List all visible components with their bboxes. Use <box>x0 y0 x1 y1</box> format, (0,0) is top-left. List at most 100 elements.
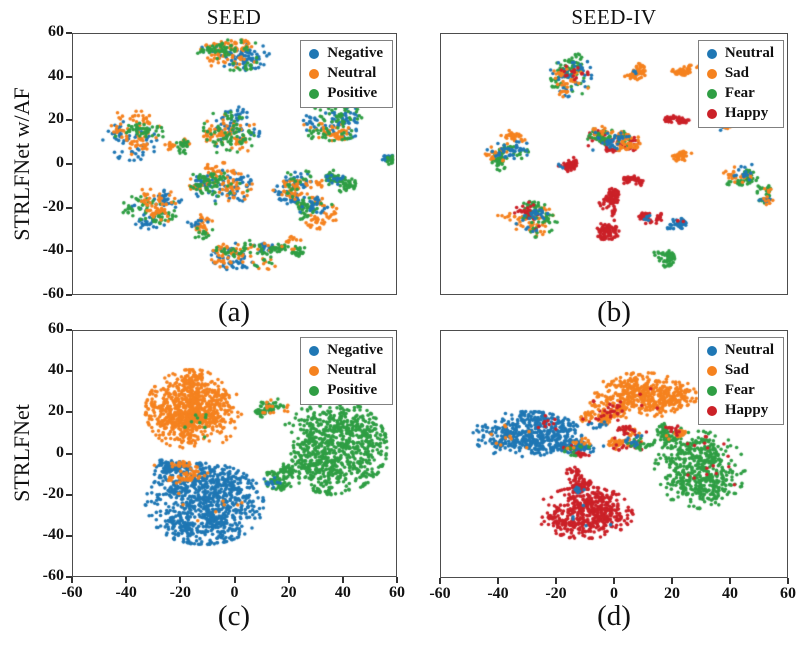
legend-marker-icon <box>706 88 717 99</box>
y-tick-label: 40 <box>48 361 64 379</box>
x-tick-mark <box>233 577 236 583</box>
x-tick-mark <box>71 577 73 583</box>
x-tick-label: -20 <box>545 585 567 602</box>
y-tick-label: -20 <box>42 197 64 215</box>
y-tick-label: -20 <box>42 484 64 502</box>
legend-label: Happy <box>724 105 769 121</box>
y-tick-label: -60 <box>42 567 64 584</box>
x-tick-mark <box>396 577 398 583</box>
legend-label: Neutral <box>327 362 377 378</box>
scatter-panel-b: Neutral Sad Fear Happy <box>440 33 788 295</box>
column-title-seed: SEED <box>206 5 262 29</box>
y-tick-mark <box>66 370 72 373</box>
legend-entry: Negative <box>309 341 383 360</box>
legend-label: Fear <box>724 382 755 398</box>
scatter-panel-d: Neutral Sad Fear Happy <box>440 330 788 578</box>
x-tick-label: 20 <box>664 585 680 602</box>
legend-entry: Positive <box>309 381 383 400</box>
legend-entry: Fear <box>706 381 774 400</box>
y-tick-label: 60 <box>48 320 64 337</box>
legend-marker-icon <box>706 48 717 59</box>
x-tick-label: -40 <box>115 584 137 601</box>
legend-marker-icon <box>309 345 320 356</box>
y-tick-label: 60 <box>48 23 64 40</box>
legend-entry: Happy <box>706 104 774 123</box>
x-tick-label: 20 <box>280 584 297 601</box>
legend-entry: Negative <box>309 44 383 63</box>
legend-entry: Happy <box>706 401 774 420</box>
legend-label: Sad <box>724 362 750 378</box>
x-tick-mark <box>671 578 673 584</box>
legend-label: Neutral <box>724 45 774 61</box>
legend-label: Neutral <box>327 65 377 81</box>
x-tick-label: -60 <box>61 584 83 601</box>
legend-b: Neutral Sad Fear Happy <box>697 40 784 128</box>
y-tick-label: -60 <box>42 285 64 302</box>
y-tick-label: -40 <box>42 525 64 543</box>
x-tick-label: 60 <box>389 584 405 601</box>
x-tick-mark <box>125 577 128 583</box>
scatter-panel-a: Negative Neutral Positive <box>72 33 397 295</box>
y-tick-mark <box>66 294 72 296</box>
legend-label: Positive <box>327 85 378 101</box>
legend-entry: Sad <box>706 361 774 380</box>
x-tick-mark <box>179 577 182 583</box>
x-tick-mark <box>497 578 499 584</box>
y-tick-mark <box>66 119 72 122</box>
legend-label: Sad <box>724 65 750 81</box>
column-title-seed-iv: SEED-IV <box>571 5 657 29</box>
x-tick-mark <box>555 578 557 584</box>
y-tick-mark <box>66 493 72 496</box>
legend-marker-icon <box>309 48 320 59</box>
x-tick-mark <box>729 578 731 584</box>
legend-entry: Neutral <box>706 341 774 360</box>
x-tick-label: 0 <box>230 584 239 601</box>
legend-marker-icon <box>706 68 717 79</box>
legend-c: Negative Neutral Positive <box>300 337 393 405</box>
y-tick-mark <box>66 75 72 78</box>
legend-marker-icon <box>706 108 717 119</box>
x-tick-label: -40 <box>487 585 509 602</box>
legend-label: Happy <box>724 402 769 418</box>
panel-label-b: (b) <box>597 296 631 328</box>
legend-label: Negative <box>327 342 383 358</box>
legend-label: Positive <box>327 382 378 398</box>
y-tick-mark <box>66 411 72 414</box>
legend-marker-icon <box>309 68 320 79</box>
x-tick-mark <box>287 577 290 583</box>
legend-entry: Fear <box>706 84 774 103</box>
legend-marker-icon <box>309 88 320 99</box>
x-tick-mark <box>439 578 441 584</box>
legend-d: Neutral Sad Fear Happy <box>697 337 784 425</box>
legend-marker-icon <box>706 385 717 396</box>
legend-label: Neutral <box>724 342 774 358</box>
legend-label: Negative <box>327 45 383 61</box>
legend-entry: Neutral <box>309 64 383 83</box>
y-tick-label: 0 <box>56 443 64 461</box>
legend-entry: Sad <box>706 64 774 83</box>
x-tick-mark <box>341 577 344 583</box>
y-tick-mark <box>66 32 72 34</box>
y-tick-label: -40 <box>42 241 64 259</box>
y-tick-mark <box>66 576 72 578</box>
y-tick-label: 20 <box>48 402 64 420</box>
legend-label: Fear <box>724 85 755 101</box>
scatter-panel-c: Negative Neutral Positive <box>72 330 397 577</box>
y-tick-mark <box>66 534 72 537</box>
legend-a: Negative Neutral Positive <box>300 40 393 108</box>
panel-label-d: (d) <box>597 600 631 632</box>
x-tick-label: -60 <box>429 585 451 602</box>
y-tick-mark <box>66 250 72 253</box>
panel-label-a: (a) <box>217 296 251 328</box>
legend-marker-icon <box>706 405 717 416</box>
legend-marker-icon <box>706 345 717 356</box>
x-tick-label: -20 <box>169 584 191 601</box>
y-tick-mark <box>66 163 72 165</box>
y-tick-mark <box>66 206 72 209</box>
x-tick-label: 60 <box>780 585 796 602</box>
legend-entry: Positive <box>309 84 383 103</box>
legend-marker-icon <box>706 365 717 376</box>
legend-entry: Neutral <box>309 361 383 380</box>
x-tick-label: 40 <box>722 585 738 602</box>
